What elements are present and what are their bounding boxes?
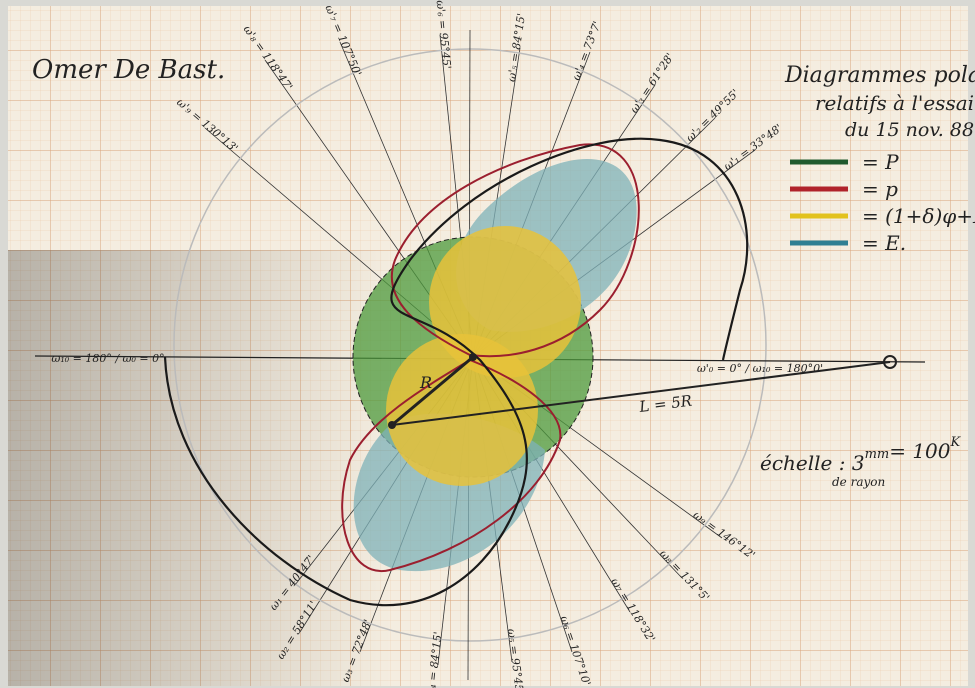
angle-label: ω₄ = 84°15' (424, 631, 444, 688)
center (469, 353, 477, 361)
title-line: relatifs à l'essai (815, 91, 974, 115)
scale-sup: mm (865, 447, 890, 462)
crank-pin (388, 421, 396, 429)
title-line: du 15 nov. 88 (845, 119, 974, 141)
scale-unit: K (950, 435, 962, 450)
yellow-circle-bottom (386, 334, 538, 486)
radius-label: R (419, 373, 432, 392)
legend-label: = P (862, 150, 899, 174)
black-curve (163, 137, 749, 607)
legend: = P = p = (1+δ)φ+F = E. (790, 150, 975, 255)
legend-label: = (1+δ)φ+F (862, 204, 975, 228)
connecting-rod (391, 361, 891, 426)
scale: échelle : 3mm= 100K (760, 435, 962, 475)
crosshead (883, 355, 897, 369)
scale-sub: de rayon (832, 475, 885, 489)
red-curve-top (390, 143, 640, 358)
angle-label: ω'₀ = 0° / ω₁₀ = 180°0' (697, 362, 823, 375)
crank (391, 355, 474, 427)
author: Omer De Bast. (32, 55, 225, 85)
legend-label: = p (862, 177, 898, 201)
legend-label: = E. (862, 231, 906, 255)
angle-label: ω₁₀ = 180° / ω₀ = 0° (51, 352, 164, 365)
title-line: Diagrammes polaires (784, 63, 975, 88)
scale-value: = 100 (889, 439, 951, 463)
red-curve-bottom (341, 359, 562, 573)
scale-prefix: échelle : 3 (760, 451, 865, 475)
